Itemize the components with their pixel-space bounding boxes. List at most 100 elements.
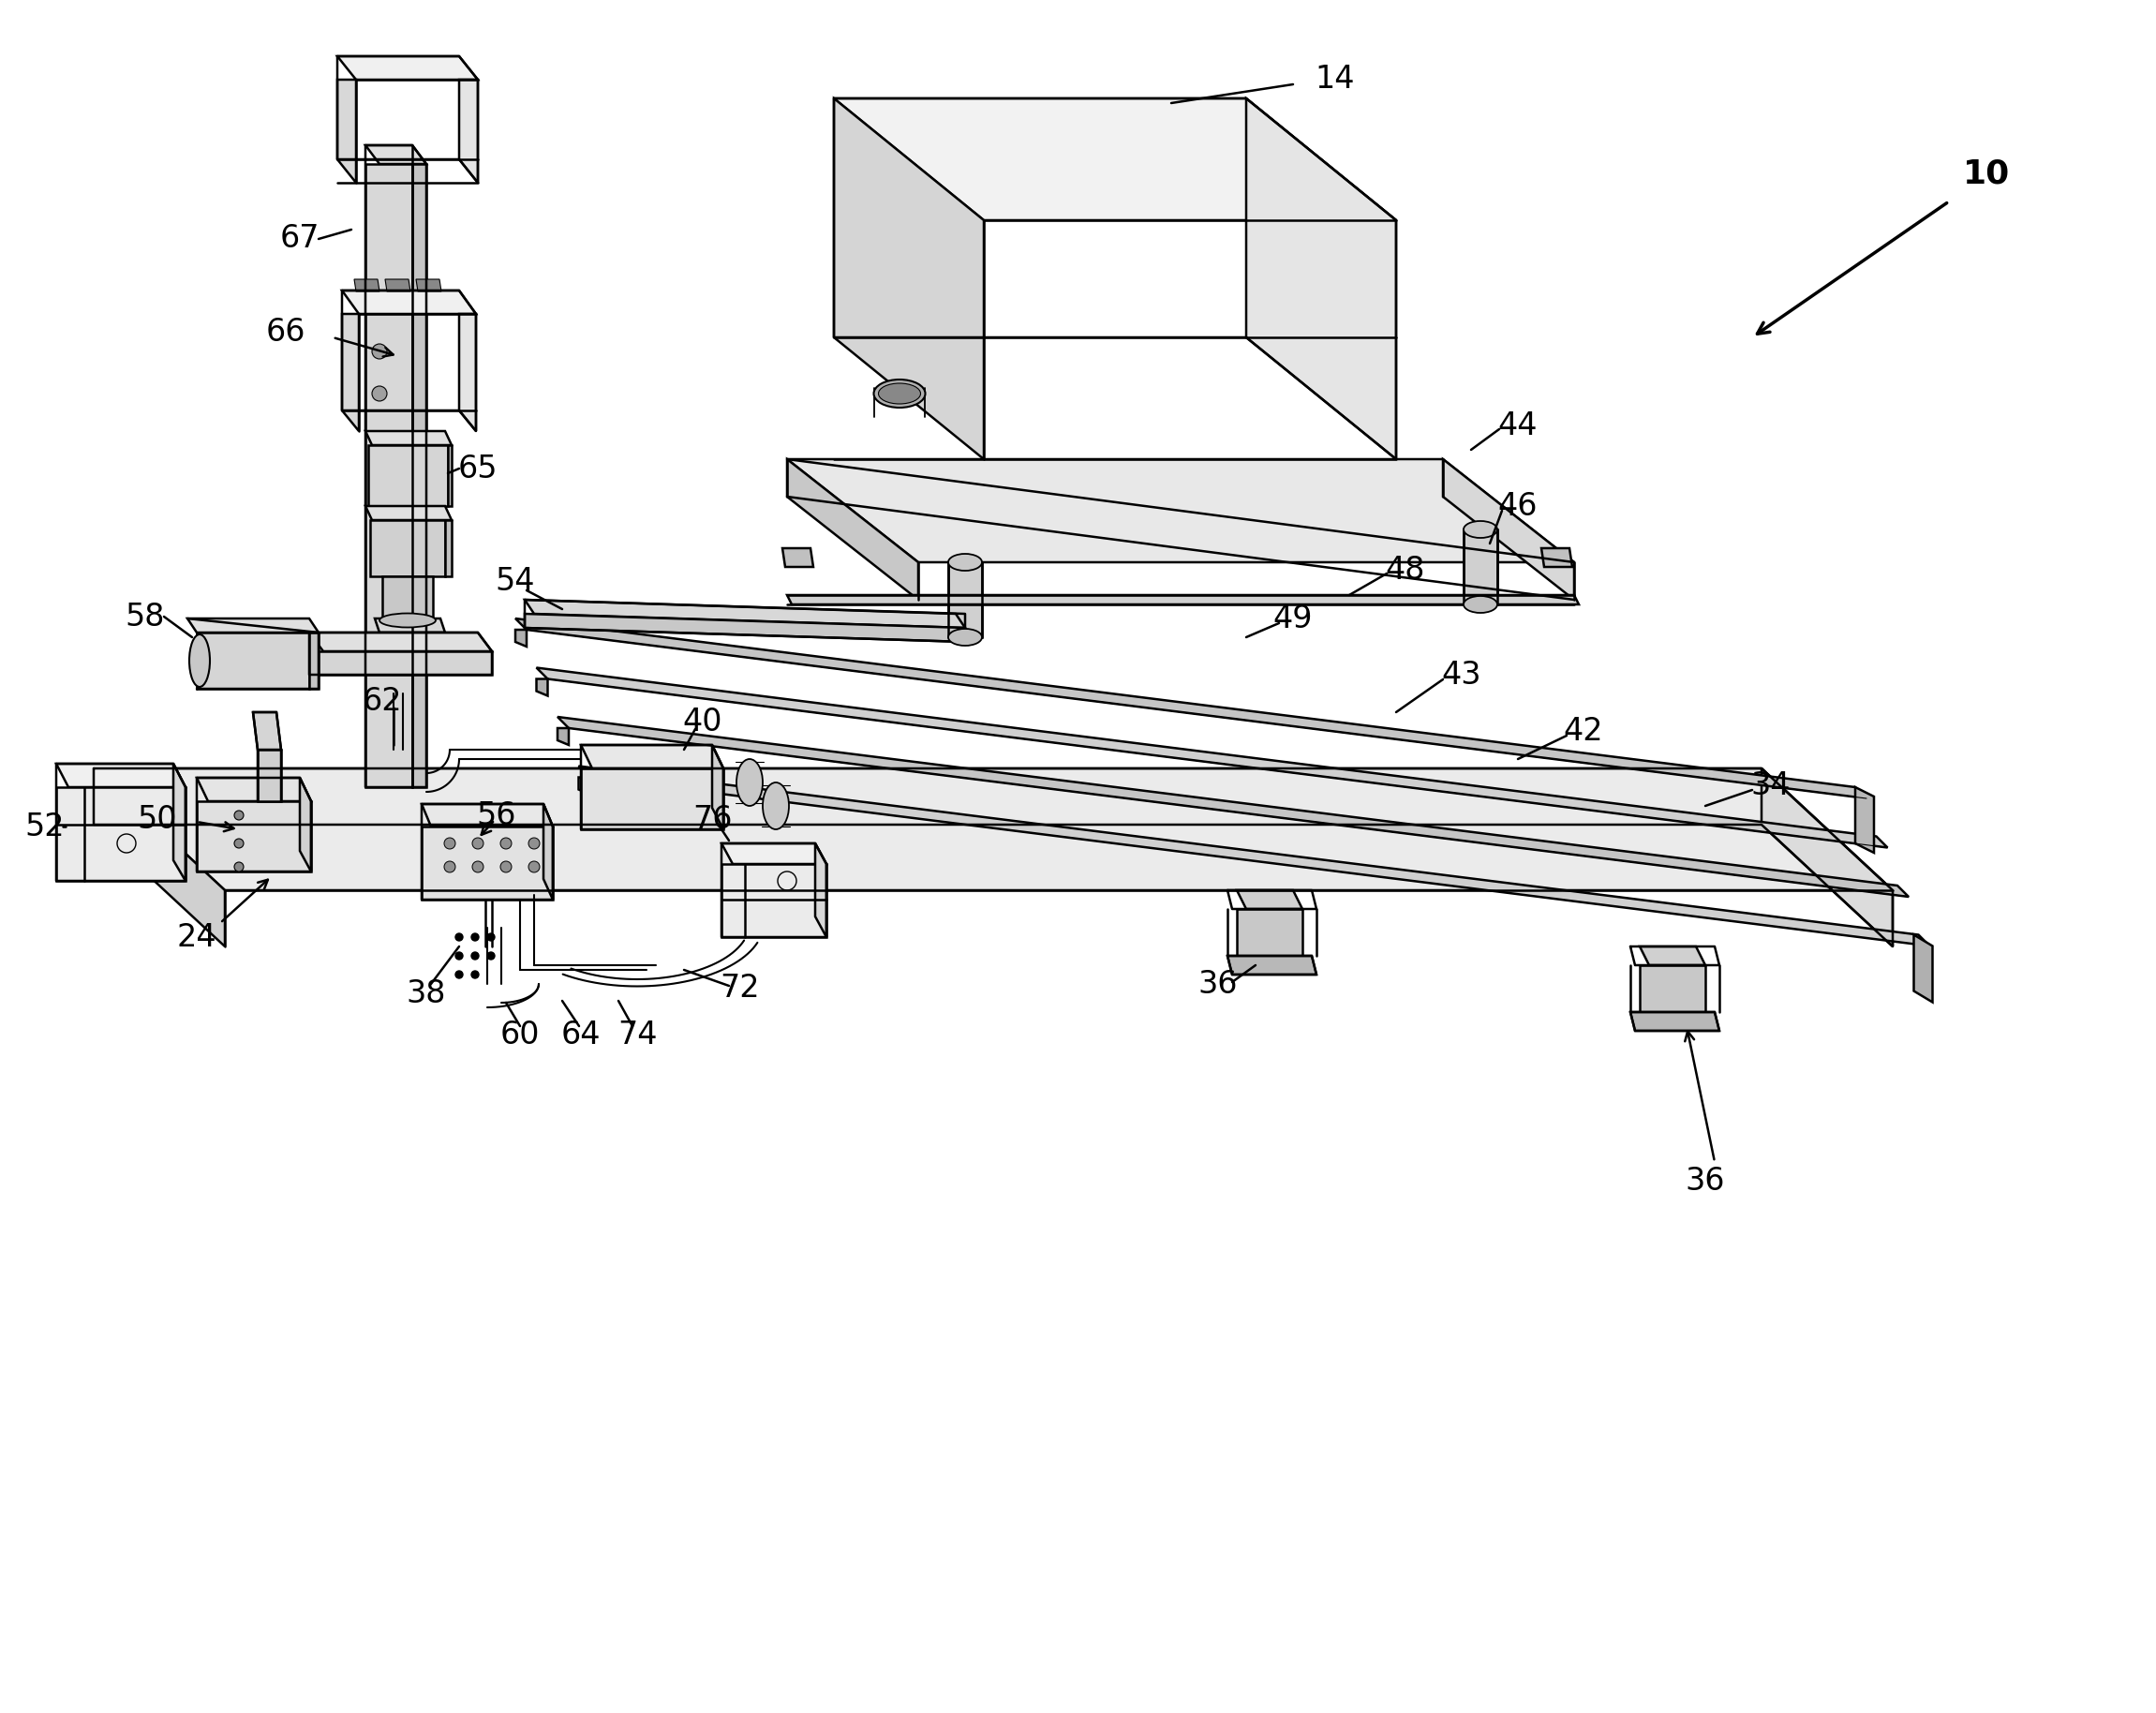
Polygon shape <box>834 98 1397 221</box>
Ellipse shape <box>949 629 981 646</box>
Polygon shape <box>308 651 492 675</box>
Polygon shape <box>1915 935 1932 1002</box>
Text: 34: 34 <box>1751 769 1792 800</box>
Polygon shape <box>412 164 427 788</box>
Circle shape <box>487 934 494 940</box>
Polygon shape <box>1464 529 1496 605</box>
Circle shape <box>472 971 479 978</box>
Circle shape <box>235 862 244 872</box>
Circle shape <box>444 862 455 872</box>
Ellipse shape <box>1464 596 1496 613</box>
Polygon shape <box>364 432 451 445</box>
Polygon shape <box>537 678 548 695</box>
Ellipse shape <box>873 380 925 408</box>
Text: 46: 46 <box>1498 490 1537 521</box>
Polygon shape <box>386 279 410 291</box>
Polygon shape <box>343 313 358 432</box>
Text: 44: 44 <box>1498 411 1537 442</box>
Text: 54: 54 <box>496 565 535 596</box>
Text: 10: 10 <box>1962 158 2009 190</box>
Polygon shape <box>375 618 444 632</box>
Circle shape <box>455 971 464 978</box>
Polygon shape <box>259 750 280 802</box>
Polygon shape <box>196 632 308 689</box>
Circle shape <box>472 934 479 940</box>
Ellipse shape <box>737 759 763 805</box>
Text: 43: 43 <box>1442 660 1481 690</box>
Circle shape <box>472 838 483 850</box>
Polygon shape <box>196 802 310 872</box>
Polygon shape <box>1442 459 1574 600</box>
Polygon shape <box>364 164 412 788</box>
Polygon shape <box>787 594 1578 605</box>
Polygon shape <box>336 57 479 79</box>
Polygon shape <box>416 279 442 291</box>
Polygon shape <box>834 98 983 459</box>
Text: 76: 76 <box>692 805 733 836</box>
Circle shape <box>373 344 386 360</box>
Polygon shape <box>1630 1012 1718 1031</box>
Text: 72: 72 <box>720 973 761 1004</box>
Text: 14: 14 <box>1315 63 1356 96</box>
Text: 52: 52 <box>26 810 65 843</box>
Polygon shape <box>56 788 185 880</box>
Polygon shape <box>1238 910 1302 956</box>
Circle shape <box>444 838 455 850</box>
Polygon shape <box>382 576 433 618</box>
Circle shape <box>455 934 464 940</box>
Polygon shape <box>252 713 280 750</box>
Polygon shape <box>722 863 826 937</box>
Text: 74: 74 <box>617 1019 658 1052</box>
Circle shape <box>528 862 539 872</box>
Polygon shape <box>537 668 1886 848</box>
Polygon shape <box>93 769 224 947</box>
Polygon shape <box>444 521 451 576</box>
Polygon shape <box>580 745 724 769</box>
Polygon shape <box>196 778 310 802</box>
Text: 48: 48 <box>1386 555 1425 586</box>
Circle shape <box>472 952 479 959</box>
Text: 60: 60 <box>500 1019 539 1052</box>
Polygon shape <box>578 766 1930 946</box>
Polygon shape <box>580 769 724 829</box>
Polygon shape <box>524 600 966 629</box>
Polygon shape <box>364 146 427 164</box>
Polygon shape <box>711 745 724 829</box>
Polygon shape <box>1227 956 1317 975</box>
Polygon shape <box>300 778 310 872</box>
Polygon shape <box>56 764 185 788</box>
Polygon shape <box>172 764 185 880</box>
Polygon shape <box>1641 964 1705 1012</box>
Polygon shape <box>783 548 813 567</box>
Polygon shape <box>423 803 552 826</box>
Text: 62: 62 <box>362 685 403 716</box>
Circle shape <box>472 862 483 872</box>
Text: 58: 58 <box>125 601 166 632</box>
Polygon shape <box>558 728 569 745</box>
Polygon shape <box>578 778 591 795</box>
Polygon shape <box>524 613 966 642</box>
Text: 42: 42 <box>1563 716 1604 747</box>
Polygon shape <box>308 632 319 689</box>
Text: 66: 66 <box>265 317 306 348</box>
Circle shape <box>528 838 539 850</box>
Polygon shape <box>369 445 448 505</box>
Polygon shape <box>93 769 1893 891</box>
Polygon shape <box>308 632 492 651</box>
Polygon shape <box>722 843 826 863</box>
Polygon shape <box>364 505 451 521</box>
Text: 49: 49 <box>1274 603 1313 634</box>
Polygon shape <box>1641 947 1705 964</box>
Circle shape <box>373 385 386 401</box>
Circle shape <box>235 810 244 821</box>
Polygon shape <box>1542 548 1572 567</box>
Polygon shape <box>336 79 356 183</box>
Polygon shape <box>343 291 476 313</box>
Polygon shape <box>423 826 552 899</box>
Text: 40: 40 <box>683 706 722 737</box>
Circle shape <box>487 952 494 959</box>
Circle shape <box>455 952 464 959</box>
Ellipse shape <box>763 783 789 829</box>
Ellipse shape <box>1464 521 1496 538</box>
Polygon shape <box>459 79 479 183</box>
